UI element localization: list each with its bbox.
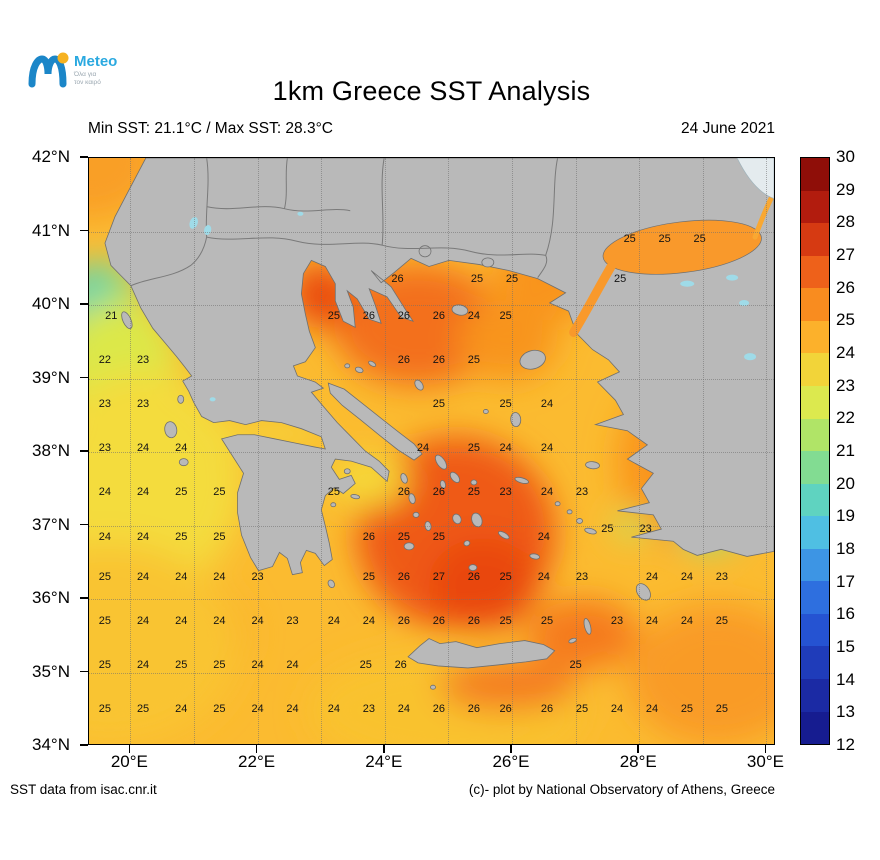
lon-tick-label: 20°E [110,752,148,771]
colorbar-tick-label: 23 [836,375,855,395]
black-sea-corner [736,158,774,199]
colorbar-tick-label: 21 [836,441,855,460]
colorbar-tick-label: 12 [836,735,855,754]
lon-tick-label: 28°E [619,752,657,771]
lat-tick-label: 36°N [32,588,70,607]
colorbar-segment [801,646,829,679]
colorbar-tick-label: 15 [836,637,855,656]
land-euboea [327,382,423,461]
lat-tick-mark [80,597,88,599]
lon-tick-mark [128,745,131,753]
meteo-m-icon [26,50,70,95]
lat-tick-mark [80,376,88,379]
bosphorus-strait [752,196,774,240]
colorbar-segment [801,548,829,582]
min-max-sst-text: Min SST: 21.1°C / Max SST: 28.3°C [88,120,333,137]
lon-tick-mark [764,745,767,753]
meteo-logo: Meteo Όλα για τον καιρό [26,50,117,95]
colorbar-segment [801,255,829,289]
lon-tick-label: 30°E [746,752,784,771]
lat-tick-mark [80,156,88,158]
colorbar-tick-label: 26 [836,277,855,297]
colorbar-segment [801,353,829,386]
sun-dot-icon [57,52,69,64]
colorbar-segment [801,483,829,517]
colorbar-tick-label: 19 [836,506,855,526]
page-title: 1km Greece SST Analysis [272,76,591,106]
lat-tick-mark [80,744,88,746]
sst-map-canvas [89,158,774,744]
colorbar-segment [801,190,829,224]
colorbar-tick-label: 20 [836,473,855,493]
colorbar-segment [801,320,829,354]
lat-tick-label: 40°N [32,294,70,313]
lat-tick-label: 41°N [32,220,70,240]
lon-tick-label: 24°E [365,752,403,771]
lat-tick-label: 35°N [32,661,70,681]
colorbar-segment [801,385,829,419]
colorbar-tick-label: 18 [836,539,855,558]
colorbar-tick-label: 22 [836,408,855,428]
sst-colorbar [800,157,830,745]
lon-tick-label: 22°E [238,752,276,771]
colorbar-segment [801,679,829,712]
colorbar-tick-label: 14 [836,669,855,689]
colorbar-tick-label: 24 [836,343,855,362]
colorbar-segment [801,516,829,549]
marmara-and-straits [569,158,774,337]
colorbar-segment [801,613,829,647]
logo-tagline: Όλα για τον καιρό [74,71,101,87]
analysis-date: 24 June 2021 [681,120,775,137]
colorbar-tick-label: 25 [836,310,855,330]
colorbar-tick-label: 17 [836,571,855,591]
colorbar-segment [801,581,829,614]
land-crete [407,638,556,669]
copyright-text: (c)- plot by National Observatory of Ath… [468,782,775,797]
lon-tick-mark [510,745,512,753]
longitude-axis: 20°E 22°E 24°E 26°E 28°E 30°E [88,750,784,774]
logo-brand-text: Meteo [74,53,118,70]
colorbar-segment [801,711,829,745]
colorbar-segment [801,451,829,484]
colorbar-tick-label: 30 [836,147,855,166]
data-source-text: SST data from isac.cnr.it [10,782,157,797]
land-islands [121,245,651,690]
colorbar-tick-label: 28 [836,212,855,232]
colorbar-segment [801,158,829,191]
sst-map-plot: 25 25 25 26 25 25 25 21 25 26 26 26 24 25 22 23 26 26 25 23… [88,157,775,745]
lat-tick-mark [80,303,88,305]
colorbar-tick-label: 13 [836,702,855,722]
country-borders [130,158,559,287]
latitude-axis: 42°N 41°N 40°N 39°N 38°N 37°N 36°N 35°N 34°N [0,147,80,754]
lat-tick-label: 34°N [32,735,70,754]
dardanelles-strait [569,254,620,337]
colorbar-tick-label: 27 [836,245,855,264]
colorbar-segment [801,288,829,321]
lat-tick-mark [80,670,88,673]
colorbar-tick-label: 16 [836,604,855,624]
lon-tick-mark [637,745,639,753]
lat-tick-mark [80,229,88,232]
lon-tick-mark [383,745,385,753]
lat-tick-label: 38°N [32,441,70,460]
lat-tick-label: 39°N [32,367,70,387]
lon-tick-mark [255,745,258,753]
colorbar-tick-label: 29 [836,179,855,199]
lat-tick-mark [80,450,88,452]
colorbar-segment [801,223,829,256]
colorbar-tick-labels: 30 29 28 27 26 25 24 23 22 21 20 19 18 17 16 15 14 13 12 [836,147,876,754]
colorbar-segment [801,418,829,452]
lon-tick-label: 26°E [492,752,530,771]
lat-tick-label: 37°N [32,514,70,534]
lat-tick-label: 42°N [32,147,70,166]
lat-tick-mark [80,523,88,526]
